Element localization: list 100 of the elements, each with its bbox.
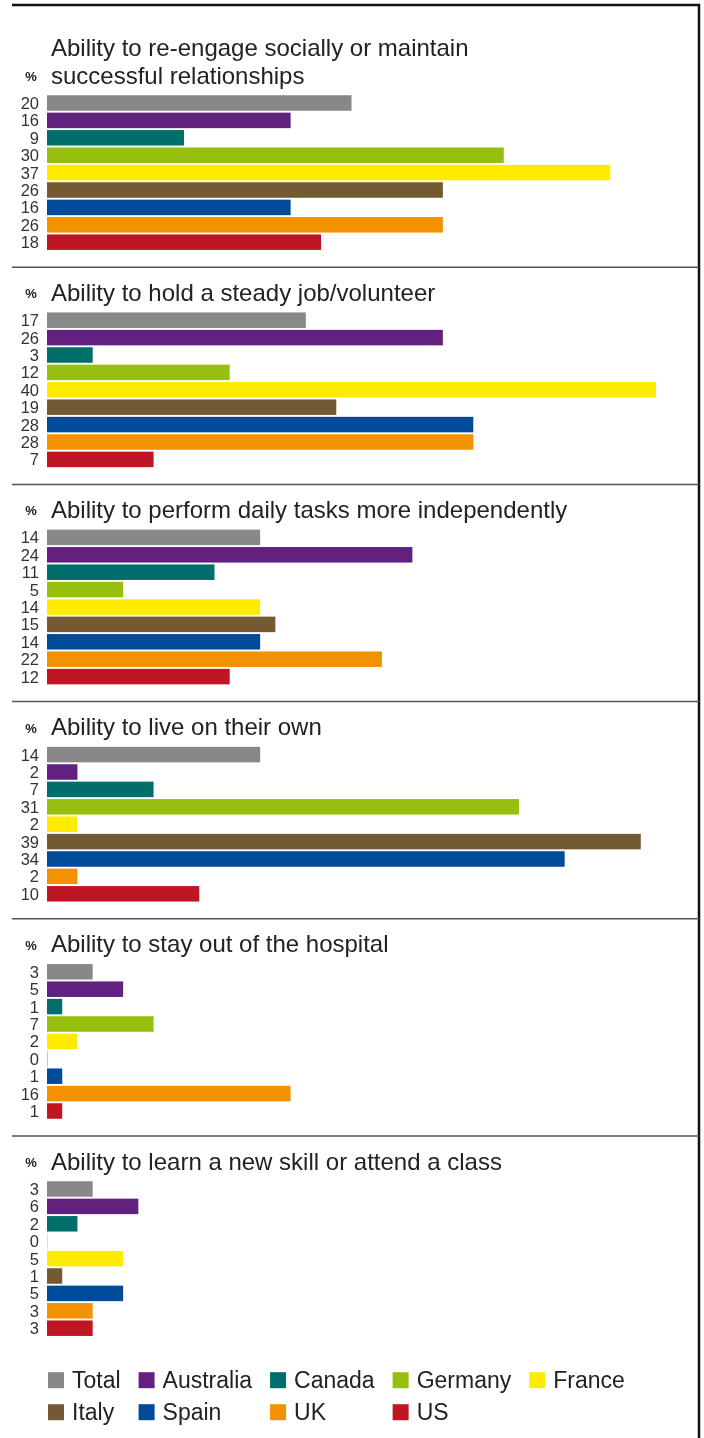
data-label: 10	[20, 884, 39, 903]
bar	[47, 1103, 63, 1119]
data-label: 19	[20, 398, 39, 417]
bar	[47, 1303, 93, 1319]
data-label: 12	[20, 363, 39, 382]
data-label: 3	[29, 346, 39, 364]
data-label: 5	[29, 580, 39, 599]
bar	[47, 234, 322, 250]
bar	[47, 964, 93, 980]
data-label: 14	[20, 632, 39, 651]
bar	[47, 1016, 154, 1032]
data-label: 2	[29, 1032, 39, 1051]
data-label: 20	[20, 94, 39, 112]
bar	[47, 1085, 291, 1102]
data-label: 16	[20, 111, 39, 130]
bar	[47, 347, 93, 363]
bar	[47, 416, 474, 433]
legend-label: Canada	[294, 1367, 375, 1394]
y-axis-title: %	[25, 1155, 38, 1170]
bar	[47, 764, 78, 780]
legend-label: Germany	[416, 1367, 512, 1394]
bar	[47, 799, 519, 815]
chart-title: Ability to re-engage socially or maintain successful relationships	[51, 33, 469, 89]
data-label: 1	[29, 997, 39, 1016]
bar	[47, 399, 337, 415]
bar	[47, 217, 443, 233]
data-label: 39	[20, 832, 39, 851]
bar	[47, 329, 443, 346]
data-label: 0	[29, 1232, 39, 1251]
data-label: 1	[29, 1067, 39, 1086]
legend-label: Australia	[162, 1367, 253, 1394]
legend-label: Italy	[72, 1399, 115, 1426]
bar	[47, 1068, 63, 1084]
bar	[47, 164, 611, 181]
bar	[47, 634, 261, 650]
data-label: 2	[29, 1214, 39, 1233]
bar	[47, 564, 215, 580]
y-axis-title: %	[25, 286, 38, 302]
legend-label: Spain	[162, 1399, 222, 1426]
data-label: 5	[29, 980, 39, 999]
data-label: 14	[20, 528, 39, 547]
bar	[47, 616, 276, 633]
data-label: 2	[29, 763, 39, 781]
legend-label: UK	[294, 1399, 327, 1426]
bar	[47, 112, 291, 129]
y-axis-title: %	[25, 720, 38, 736]
data-label: 34	[20, 850, 39, 868]
bar	[47, 886, 200, 902]
data-label: 7	[29, 450, 39, 469]
data-label: 14	[20, 745, 39, 764]
data-label: 14	[20, 598, 39, 616]
data-label: 7	[29, 1015, 39, 1033]
bar	[47, 1250, 124, 1267]
data-label: 28	[20, 415, 39, 434]
data-label: 26	[20, 328, 39, 347]
data-label: 5	[29, 1249, 39, 1268]
data-label: 1	[29, 1102, 39, 1120]
data-label: 22	[20, 650, 39, 669]
legend-label: Total	[72, 1367, 121, 1394]
data-label: 3	[29, 1180, 39, 1198]
bar	[47, 851, 565, 867]
bar	[47, 651, 382, 667]
bar	[47, 382, 656, 398]
legend-label: France	[553, 1367, 625, 1394]
y-axis-title: %	[25, 503, 38, 519]
bar	[47, 434, 474, 450]
bar	[47, 1320, 93, 1336]
data-label: 6	[29, 1197, 39, 1216]
bar	[47, 816, 78, 832]
chart-title: Ability to perform daily tasks more independently	[51, 495, 568, 523]
bar	[47, 1285, 124, 1302]
bar	[47, 95, 352, 111]
bar	[47, 199, 291, 216]
bar	[47, 547, 413, 563]
bar	[47, 1268, 63, 1284]
text: Ability to learn a new skill or attend a class	[51, 1147, 502, 1175]
bar	[47, 1181, 93, 1197]
y-axis-title: %	[25, 69, 38, 84]
data-label: 37	[20, 163, 39, 182]
data-label: 16	[20, 198, 39, 217]
data-label: 26	[20, 181, 39, 199]
legend-label: US	[416, 1399, 449, 1426]
data-label: 11	[21, 563, 39, 582]
data-label: 7	[29, 780, 39, 799]
bar	[47, 364, 230, 381]
bar	[47, 529, 261, 546]
data-label: 15	[20, 615, 39, 634]
bar	[47, 451, 154, 468]
data-label: 3	[29, 1319, 39, 1338]
bar	[47, 1216, 78, 1232]
bar	[47, 599, 261, 615]
bar	[47, 147, 504, 163]
data-label: 40	[20, 380, 39, 399]
data-label: 26	[20, 215, 39, 234]
bar	[47, 998, 63, 1015]
bar	[47, 1198, 139, 1215]
data-label: 5	[29, 1284, 39, 1303]
data-label: 17	[20, 311, 39, 330]
data-label: 2	[29, 815, 39, 834]
bar	[47, 182, 443, 198]
